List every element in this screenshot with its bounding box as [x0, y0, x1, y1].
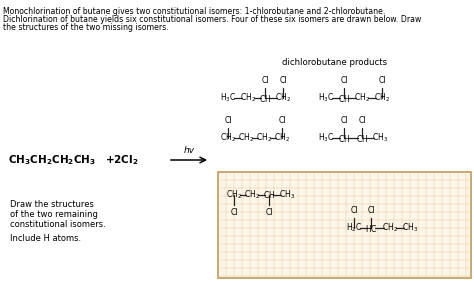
Text: the structures of the two missing isomers.: the structures of the two missing isomer… — [3, 23, 169, 32]
Text: Cl: Cl — [358, 116, 366, 125]
Text: $\mathrm{H_2C}$: $\mathrm{H_2C}$ — [346, 222, 362, 234]
Text: $\mathrm{CH_2}$: $\mathrm{CH_2}$ — [382, 222, 398, 234]
Text: $\mathrm{CH_2}$: $\mathrm{CH_2}$ — [374, 92, 390, 104]
Text: Cl: Cl — [340, 116, 348, 125]
Text: Monochlorination of butane gives two constitutional isomers: 1-chlorobutane and : Monochlorination of butane gives two con… — [3, 7, 385, 16]
Text: $\mathregular{+  2Cl_2}$: $\mathregular{+ 2Cl_2}$ — [105, 153, 138, 167]
Text: $\mathrm{CH}$: $\mathrm{CH}$ — [259, 92, 271, 103]
Text: $\mathrm{CH}$: $\mathrm{CH}$ — [263, 190, 275, 201]
Text: Cl: Cl — [279, 76, 287, 85]
Text: $\mathrm{CH_3}$: $\mathrm{CH_3}$ — [402, 222, 418, 234]
Text: $\mathrm{CH}$: $\mathrm{CH}$ — [338, 92, 350, 103]
Text: $\mathrm{CH_2}$: $\mathrm{CH_2}$ — [354, 92, 370, 104]
Text: Cl: Cl — [261, 76, 269, 85]
Text: Dichlorination of butane yields six constitutional isomers. Four of these six is: Dichlorination of butane yields six cons… — [3, 15, 421, 24]
Text: $\mathrm{HC}$: $\mathrm{HC}$ — [365, 222, 377, 233]
Text: $\mathrm{CH_2}$: $\mathrm{CH_2}$ — [226, 189, 242, 201]
Text: $\mathrm{CH}$: $\mathrm{CH}$ — [356, 133, 368, 144]
Text: $\mathrm{CH_2}$: $\mathrm{CH_2}$ — [256, 132, 272, 144]
Text: $\mathrm{CH_3}$: $\mathrm{CH_3}$ — [279, 189, 295, 201]
Text: $\mathrm{H_3C}$: $\mathrm{H_3C}$ — [318, 132, 334, 144]
Text: dichlorobutane products: dichlorobutane products — [283, 58, 388, 67]
Text: $\mathregular{CH_3CH_2CH_2CH_3}$: $\mathregular{CH_3CH_2CH_2CH_3}$ — [8, 153, 96, 167]
Text: Cl: Cl — [278, 116, 286, 125]
Text: $\mathrm{CH_2}$: $\mathrm{CH_2}$ — [220, 132, 236, 144]
Text: $\mathrm{CH_2}$: $\mathrm{CH_2}$ — [275, 92, 291, 104]
Text: Include H atoms.: Include H atoms. — [10, 234, 81, 243]
Text: $\mathrm{CH_2}$: $\mathrm{CH_2}$ — [244, 189, 260, 201]
Text: Draw the structures: Draw the structures — [10, 200, 94, 209]
Text: constitutional isomers.: constitutional isomers. — [10, 220, 106, 229]
Text: Cl: Cl — [340, 76, 348, 85]
Text: $\mathrm{H_3C}$: $\mathrm{H_3C}$ — [220, 92, 236, 104]
Text: $\mathrm{H_3C}$: $\mathrm{H_3C}$ — [318, 92, 334, 104]
Text: Cl: Cl — [367, 206, 375, 215]
Bar — [218, 172, 471, 278]
Text: Cl: Cl — [265, 208, 273, 217]
Text: $\mathrm{CH_3}$: $\mathrm{CH_3}$ — [372, 132, 388, 144]
Text: $\mathrm{CH_2}$: $\mathrm{CH_2}$ — [240, 92, 256, 104]
Bar — [218, 172, 471, 278]
Text: Cl: Cl — [224, 116, 232, 125]
Text: $\mathrm{CH_2}$: $\mathrm{CH_2}$ — [238, 132, 254, 144]
Text: $\mathrm{CH_2}$: $\mathrm{CH_2}$ — [274, 132, 290, 144]
Text: Cl: Cl — [350, 206, 358, 215]
Text: $\mathrm{CH}$: $\mathrm{CH}$ — [338, 133, 350, 144]
Text: Cl: Cl — [230, 208, 238, 217]
Text: hv: hv — [183, 146, 194, 155]
Text: of the two remaining: of the two remaining — [10, 210, 98, 219]
Text: Cl: Cl — [378, 76, 386, 85]
